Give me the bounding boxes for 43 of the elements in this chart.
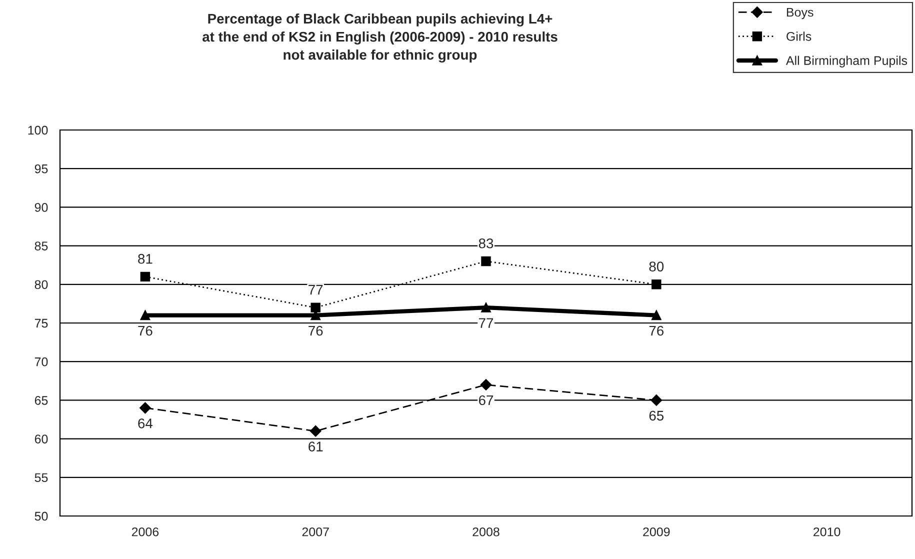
data-label: 77	[478, 318, 494, 328]
y-tick-label: 95	[34, 164, 48, 174]
data-label: 81	[138, 254, 152, 264]
x-tick-label: 2008	[472, 527, 500, 536]
point	[140, 310, 150, 320]
point	[480, 379, 492, 390]
point	[140, 402, 151, 414]
y-tick-label: 50	[34, 512, 48, 521]
x-tick-label: 2010	[814, 527, 840, 536]
point	[140, 272, 150, 282]
y-tick-label: 90	[34, 203, 48, 212]
data-label: 76	[649, 326, 664, 336]
legend-label: All Birmingham Pupils	[786, 56, 908, 68]
y-tick-label: 100	[28, 126, 48, 135]
data-label: 61	[308, 442, 323, 452]
data-label: 76	[138, 326, 152, 336]
chart-title: Percentage of Black Caribbean pupils achieving L4+ at the end of KS2 in English (2006-2009) - 2010 results not available for ethnic group	[202, 13, 558, 63]
point	[481, 302, 491, 312]
x-tick-label: 2006	[132, 527, 159, 536]
y-tick-label: 80	[34, 280, 48, 290]
point	[650, 394, 662, 406]
y-tick-label: 75	[34, 318, 48, 328]
data-label: 65	[649, 410, 664, 421]
data-label: 64	[138, 418, 153, 428]
data-label: 83	[478, 238, 494, 248]
point	[310, 302, 320, 312]
data-label: 80	[649, 262, 664, 272]
data-label: 67	[478, 395, 494, 406]
y-tick-label: 70	[34, 357, 48, 366]
y-tick-label: 65	[34, 396, 48, 405]
legend-label: Boys	[786, 8, 814, 20]
point	[310, 425, 322, 437]
x-tick-label: 2007	[302, 527, 329, 536]
y-tick-label: 55	[34, 473, 48, 482]
point	[481, 256, 491, 266]
y-tick-label: 85	[34, 242, 48, 250]
point	[652, 280, 662, 290]
legend-label: Girls	[786, 32, 812, 41]
data-label: 76	[308, 326, 323, 336]
x-tick-label: 2009	[643, 527, 670, 536]
data-label: 77	[308, 284, 323, 294]
y-tick-label: 60	[34, 434, 48, 444]
point	[652, 310, 662, 320]
